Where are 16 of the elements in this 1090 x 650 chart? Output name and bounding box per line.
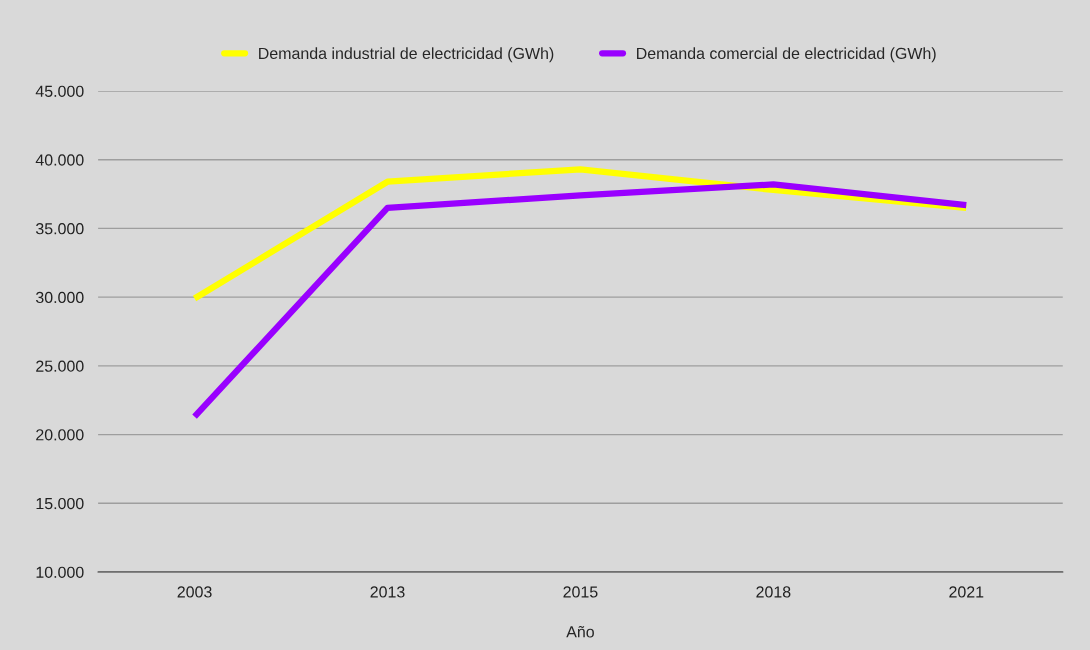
x-axis-title: Año xyxy=(566,625,594,638)
x-tick-label: 2021 xyxy=(949,586,984,598)
y-tick-label: 30.000 xyxy=(35,291,84,304)
y-tick-label: 20.000 xyxy=(36,429,84,441)
y-tick-label: 45.000 xyxy=(35,85,84,97)
y-tick-label: 40.000 xyxy=(35,154,84,166)
legend-label: Demanda comercial de electricidad (GWh) xyxy=(637,47,936,63)
y-tick-label: 25.000 xyxy=(36,360,84,372)
y-tick-label: 35.000 xyxy=(35,223,84,235)
x-tick-label: 2015 xyxy=(563,586,598,598)
x-tick-label: 2013 xyxy=(370,586,405,598)
legend-label: Demanda industrial de electricidad (GWh) xyxy=(259,47,554,63)
x-tick-label: 2018 xyxy=(756,586,791,598)
y-tick-label: 15.000 xyxy=(36,497,84,510)
y-tick-label: 10.000 xyxy=(36,566,84,578)
x-tick-label: 2003 xyxy=(177,586,212,598)
